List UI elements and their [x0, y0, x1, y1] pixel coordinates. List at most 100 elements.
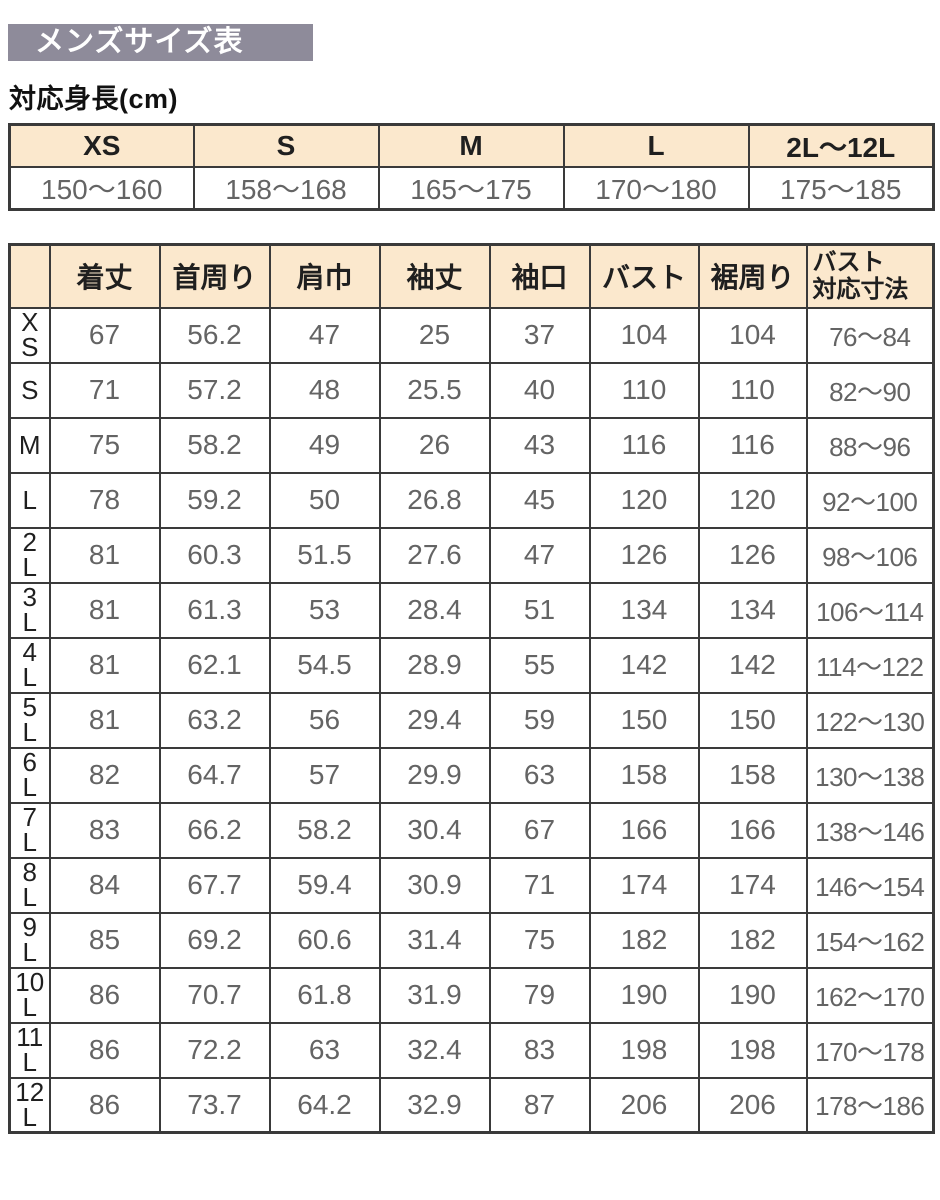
cell-shoulder: 59.4: [268, 856, 381, 914]
cell-cuff: 43: [488, 416, 591, 474]
size-table-row: 9 L 85 69.2 60.6 31.4 75 182 182 154〜162: [8, 911, 935, 969]
cell-bust-range: 106〜114: [805, 581, 935, 639]
cell-neck: 73.7: [158, 1076, 271, 1134]
cell-hem: 142: [697, 636, 808, 694]
size-table-row: M 75 58.2 49 26 43 116 116 88〜96: [8, 416, 935, 474]
cell-bust: 158: [588, 746, 700, 804]
cell-shoulder: 61.8: [268, 966, 381, 1024]
cell-bust: 206: [588, 1076, 700, 1134]
size-table-row: 12 L 86 73.7 64.2 32.9 87 206 206 178〜18…: [8, 1076, 935, 1134]
size-table-row: 7 L 83 66.2 58.2 30.4 67 166 166 138〜146: [8, 801, 935, 859]
row-size-label: 9 L: [8, 911, 51, 969]
cell-length: 71: [48, 361, 161, 419]
cell-shoulder: 57: [268, 746, 381, 804]
height-table-column-header: S: [192, 123, 380, 168]
row-size-label: 3 L: [8, 581, 51, 639]
cell-neck: 58.2: [158, 416, 271, 474]
cell-neck: 56.2: [158, 306, 271, 364]
cell-neck: 61.3: [158, 581, 271, 639]
cell-sleeve-length: 26: [378, 416, 491, 474]
cell-sleeve-length: 28.9: [378, 636, 491, 694]
cell-hem: 110: [697, 361, 808, 419]
cell-shoulder: 53: [268, 581, 381, 639]
row-size-label: 11 L: [8, 1021, 51, 1079]
cell-bust-range: 92〜100: [805, 471, 935, 529]
cell-cuff: 45: [488, 471, 591, 529]
column-header-cuff: 袖口: [488, 243, 591, 309]
column-header-shoulder: 肩巾: [268, 243, 381, 309]
cell-cuff: 51: [488, 581, 591, 639]
page: メンズサイズ表 対応身長(cm) XS S M L 2L〜12L: [8, 24, 935, 1134]
cell-length: 82: [48, 746, 161, 804]
cell-sleeve-length: 32.4: [378, 1021, 491, 1079]
cell-bust: 110: [588, 361, 700, 419]
cell-neck: 60.3: [158, 526, 271, 584]
cell-bust: 126: [588, 526, 700, 584]
cell-hem: 116: [697, 416, 808, 474]
cell-shoulder: 64.2: [268, 1076, 381, 1134]
height-table-header-row: XS S M L 2L〜12L: [8, 123, 935, 168]
cell-length: 85: [48, 911, 161, 969]
size-table-row: S 71 57.2 48 25.5 40 110 110 82〜90: [8, 361, 935, 419]
size-table-header-row: 着丈 首周り 肩巾 袖丈 袖口 バスト 裾周り バスト 対応寸法: [8, 243, 935, 309]
cell-bust-range: 154〜162: [805, 911, 935, 969]
cell-bust: 104: [588, 306, 700, 364]
height-range-cell: 158〜168: [192, 166, 380, 211]
cell-bust-range: 122〜130: [805, 691, 935, 749]
cell-shoulder: 54.5: [268, 636, 381, 694]
cell-neck: 70.7: [158, 966, 271, 1024]
row-size-label: M: [8, 416, 51, 474]
cell-length: 67: [48, 306, 161, 364]
cell-hem: 206: [697, 1076, 808, 1134]
column-header-neck: 首周り: [158, 243, 271, 309]
cell-hem: 120: [697, 471, 808, 529]
cell-length: 81: [48, 581, 161, 639]
height-table-column-header: 2L〜12L: [747, 123, 935, 168]
cell-neck: 62.1: [158, 636, 271, 694]
cell-bust-range: 114〜122: [805, 636, 935, 694]
height-range-cell: 165〜175: [377, 166, 565, 211]
cell-sleeve-length: 30.9: [378, 856, 491, 914]
cell-hem: 182: [697, 911, 808, 969]
cell-cuff: 59: [488, 691, 591, 749]
column-header-bust-range: バスト 対応寸法: [805, 243, 935, 309]
row-size-label: L: [8, 471, 51, 529]
size-table-row: 4 L 81 62.1 54.5 28.9 55 142 142 114〜122: [8, 636, 935, 694]
height-range-cell: 175〜185: [747, 166, 935, 211]
cell-length: 75: [48, 416, 161, 474]
cell-bust: 182: [588, 911, 700, 969]
row-size-label: 5 L: [8, 691, 51, 749]
height-table-column-header: M: [377, 123, 565, 168]
cell-shoulder: 56: [268, 691, 381, 749]
cell-cuff: 55: [488, 636, 591, 694]
cell-bust-range: 98〜106: [805, 526, 935, 584]
cell-shoulder: 51.5: [268, 526, 381, 584]
column-header-hem: 裾周り: [697, 243, 808, 309]
cell-bust: 198: [588, 1021, 700, 1079]
size-table-row: 3 L 81 61.3 53 28.4 51 134 134 106〜114: [8, 581, 935, 639]
cell-hem: 126: [697, 526, 808, 584]
cell-length: 81: [48, 691, 161, 749]
size-table-row: 5 L 81 63.2 56 29.4 59 150 150 122〜130: [8, 691, 935, 749]
height-section-title: 対応身長(cm): [9, 84, 179, 114]
cell-neck: 64.7: [158, 746, 271, 804]
cell-length: 78: [48, 471, 161, 529]
cell-bust-range: 130〜138: [805, 746, 935, 804]
cell-shoulder: 47: [268, 306, 381, 364]
height-table: XS S M L 2L〜12L 150〜160 158〜168 16: [8, 123, 935, 211]
cell-bust-range: 162〜170: [805, 966, 935, 1024]
cell-cuff: 83: [488, 1021, 591, 1079]
height-table-value-row: 150〜160 158〜168 165〜175 170〜180 175〜185: [8, 166, 935, 211]
cell-length: 86: [48, 1076, 161, 1134]
cell-sleeve-length: 25.5: [378, 361, 491, 419]
cell-shoulder: 60.6: [268, 911, 381, 969]
cell-length: 83: [48, 801, 161, 859]
cell-length: 81: [48, 526, 161, 584]
cell-hem: 198: [697, 1021, 808, 1079]
column-header-sleeve-length: 袖丈: [378, 243, 491, 309]
cell-cuff: 63: [488, 746, 591, 804]
column-header-length: 着丈: [48, 243, 161, 309]
cell-cuff: 47: [488, 526, 591, 584]
cell-shoulder: 58.2: [268, 801, 381, 859]
cell-sleeve-length: 28.4: [378, 581, 491, 639]
